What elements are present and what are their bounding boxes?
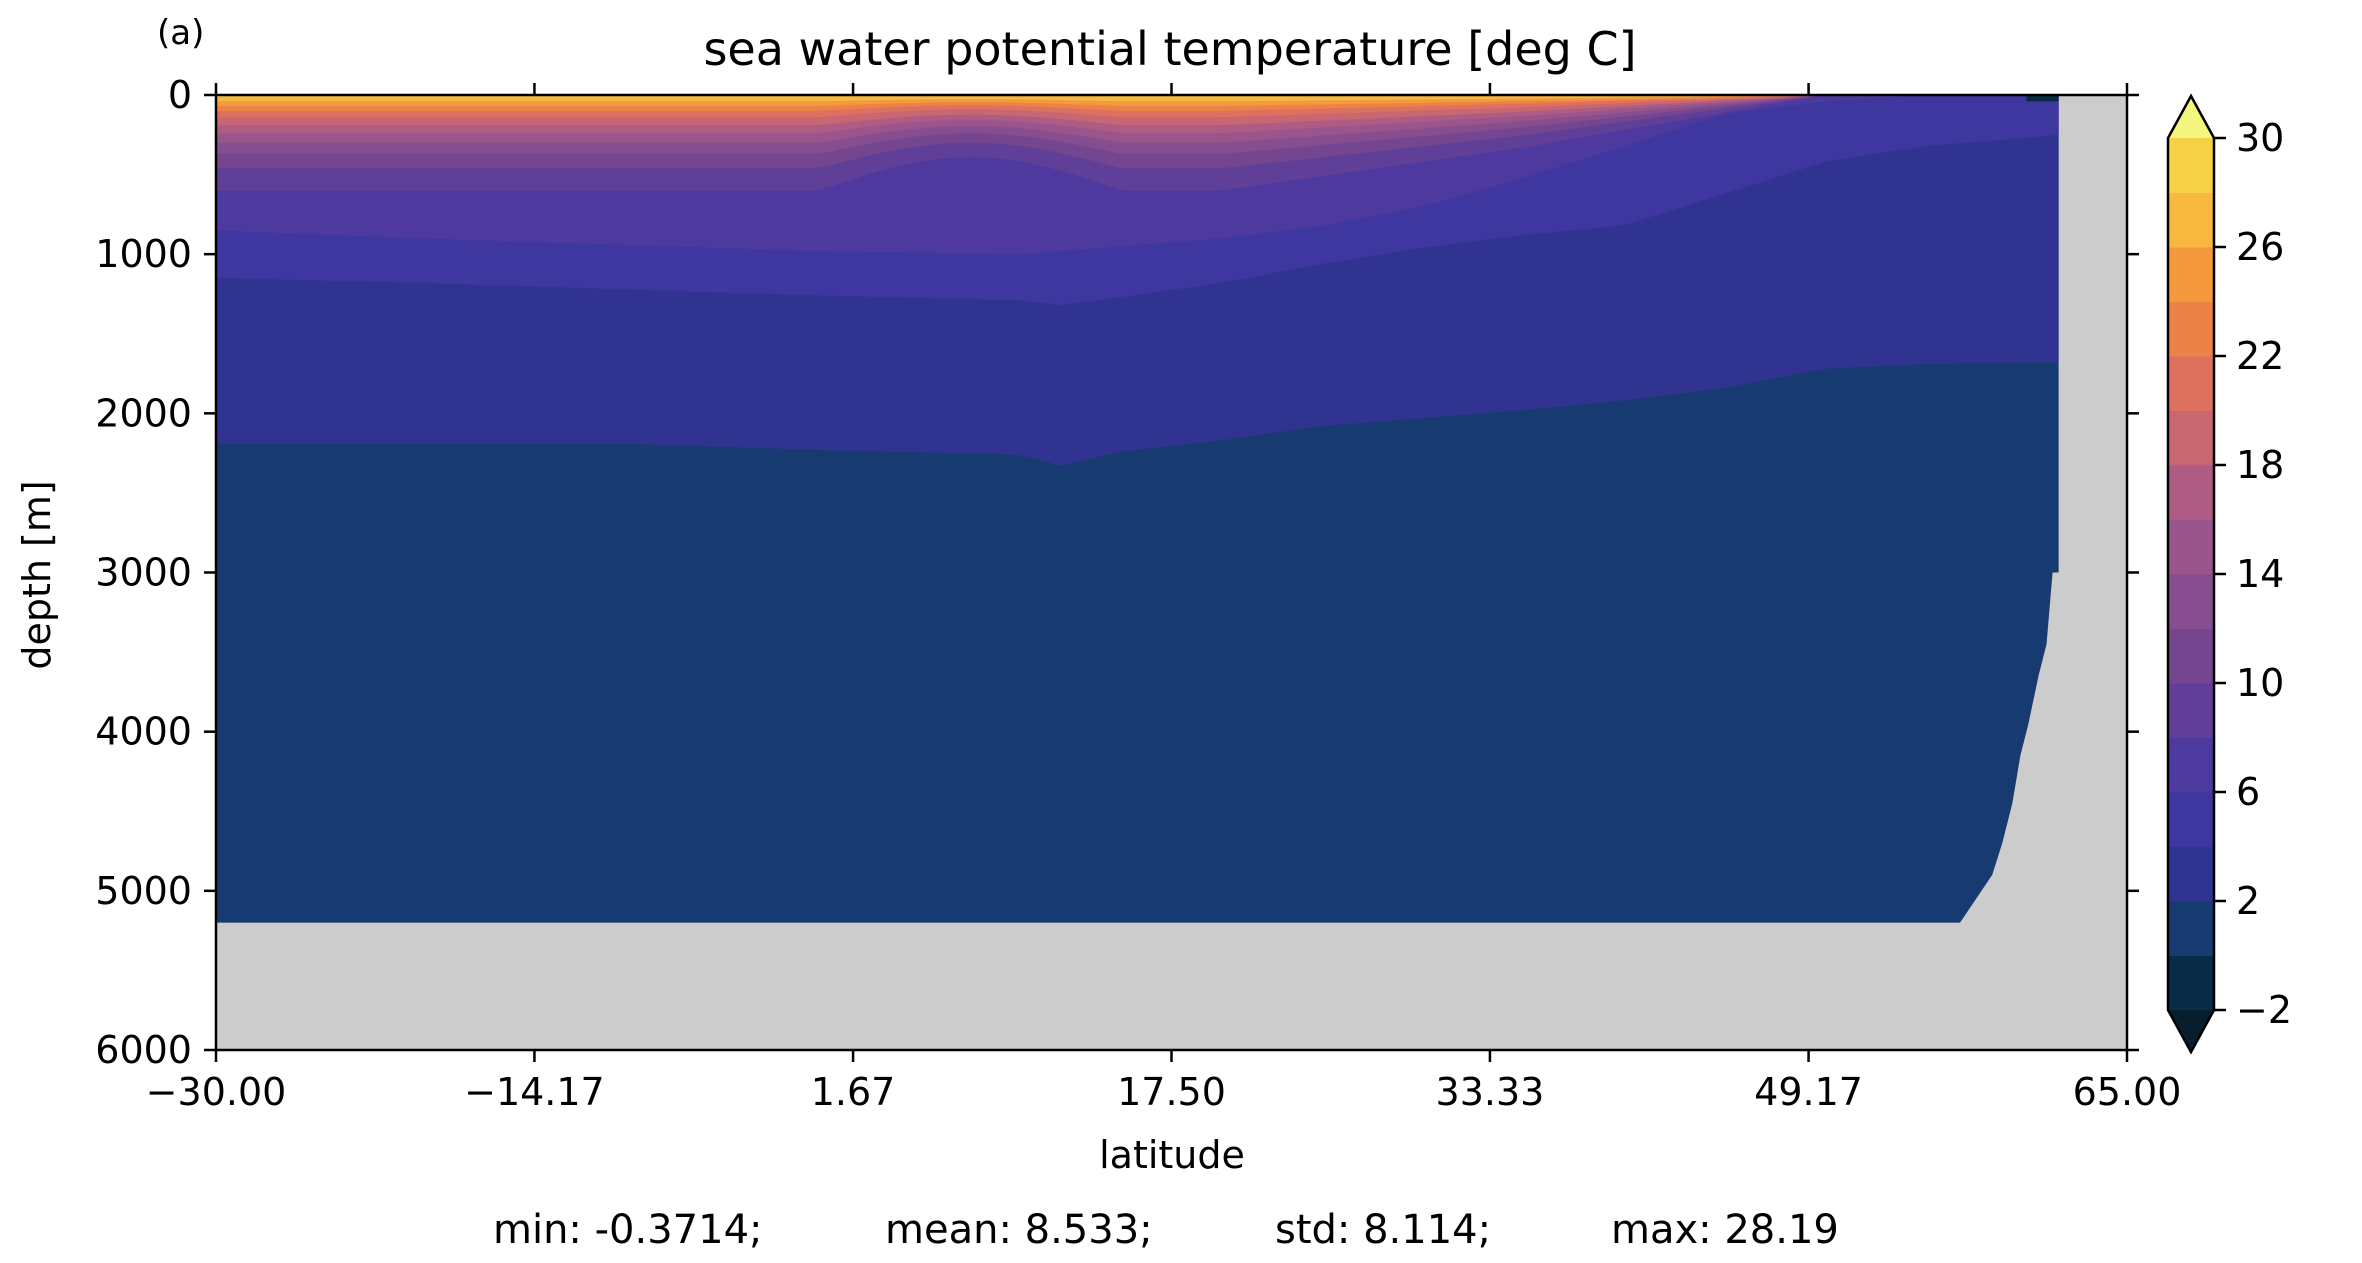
panel-label: (a) [157, 13, 204, 53]
x-tick-label: 17.50 [1117, 1070, 1226, 1114]
x-tick-label: 49.17 [1754, 1070, 1863, 1114]
colorbar-extend-min [2168, 1010, 2214, 1052]
colorbar-segment [2168, 192, 2214, 248]
y-tick-label: 2000 [95, 391, 192, 435]
colorbar-tick-label: 14 [2236, 552, 2284, 596]
x-tick-label: 1.67 [811, 1070, 896, 1114]
colorbar-tick-label: 30 [2236, 116, 2284, 160]
stat-max: max: 28.19 [1611, 1207, 1839, 1253]
colorbar-segment [2168, 737, 2214, 793]
colorbar-segment [2168, 138, 2214, 193]
colorbar-segment [2168, 247, 2214, 302]
stat-std: std: 8.114; [1275, 1207, 1491, 1253]
colorbar-segment [2168, 628, 2214, 684]
colorbar-segment [2168, 574, 2214, 629]
colorbar-extend-max [2168, 96, 2214, 138]
colorbar-segment [2168, 356, 2214, 411]
colorbar-tick-label: 2 [2236, 879, 2260, 923]
colorbar-tick-label: 26 [2236, 225, 2284, 269]
y-tick-label: 3000 [95, 551, 192, 595]
stat-min: min: -0.3714; [493, 1207, 763, 1253]
y-tick-label: 5000 [95, 869, 192, 913]
colorbar-segment [2168, 410, 2214, 466]
y-tick-label: 4000 [95, 710, 192, 754]
colorbar-segment [2168, 465, 2214, 520]
x-tick-label: −30.00 [146, 1070, 287, 1114]
colorbar-segment [2168, 683, 2214, 738]
chart-title: sea water potential temperature [deg C] [703, 22, 1636, 76]
colorbar-segment [2168, 519, 2214, 575]
x-tick-label: 33.33 [1436, 1070, 1545, 1114]
colorbar-segment [2168, 955, 2214, 1011]
x-axis: −30.00 −14.17 1.67 17.50 33.33 49.17 65.00 [146, 83, 2182, 1114]
x-tick-label: 65.00 [2073, 1070, 2182, 1114]
heatmap-band-cold-surface [2026, 95, 2059, 102]
y-axis-label: depth [m] [15, 480, 59, 669]
colorbar-tick-label: 10 [2236, 661, 2284, 705]
colorbar-segment [2168, 846, 2214, 902]
colorbar-segment [2168, 792, 2214, 847]
colorbar-segment [2168, 301, 2214, 357]
plot-area [216, 95, 2127, 1050]
colorbar-tick-label: 18 [2236, 443, 2284, 487]
colorbar-segment [2168, 901, 2214, 956]
y-axis: 0 1000 2000 3000 4000 5000 6000 [95, 73, 2139, 1072]
stat-mean: mean: 8.533; [885, 1207, 1153, 1253]
colorbar-tick-label: 22 [2236, 334, 2284, 378]
x-tick-label: −14.17 [464, 1070, 605, 1114]
colorbar-tick-label: −2 [2236, 988, 2292, 1032]
x-axis-label: latitude [1099, 1133, 1245, 1177]
y-tick-label: 0 [168, 73, 192, 117]
y-tick-label: 6000 [95, 1028, 192, 1072]
colorbar-tick-label: 6 [2236, 770, 2260, 814]
y-tick-label: 1000 [95, 232, 192, 276]
